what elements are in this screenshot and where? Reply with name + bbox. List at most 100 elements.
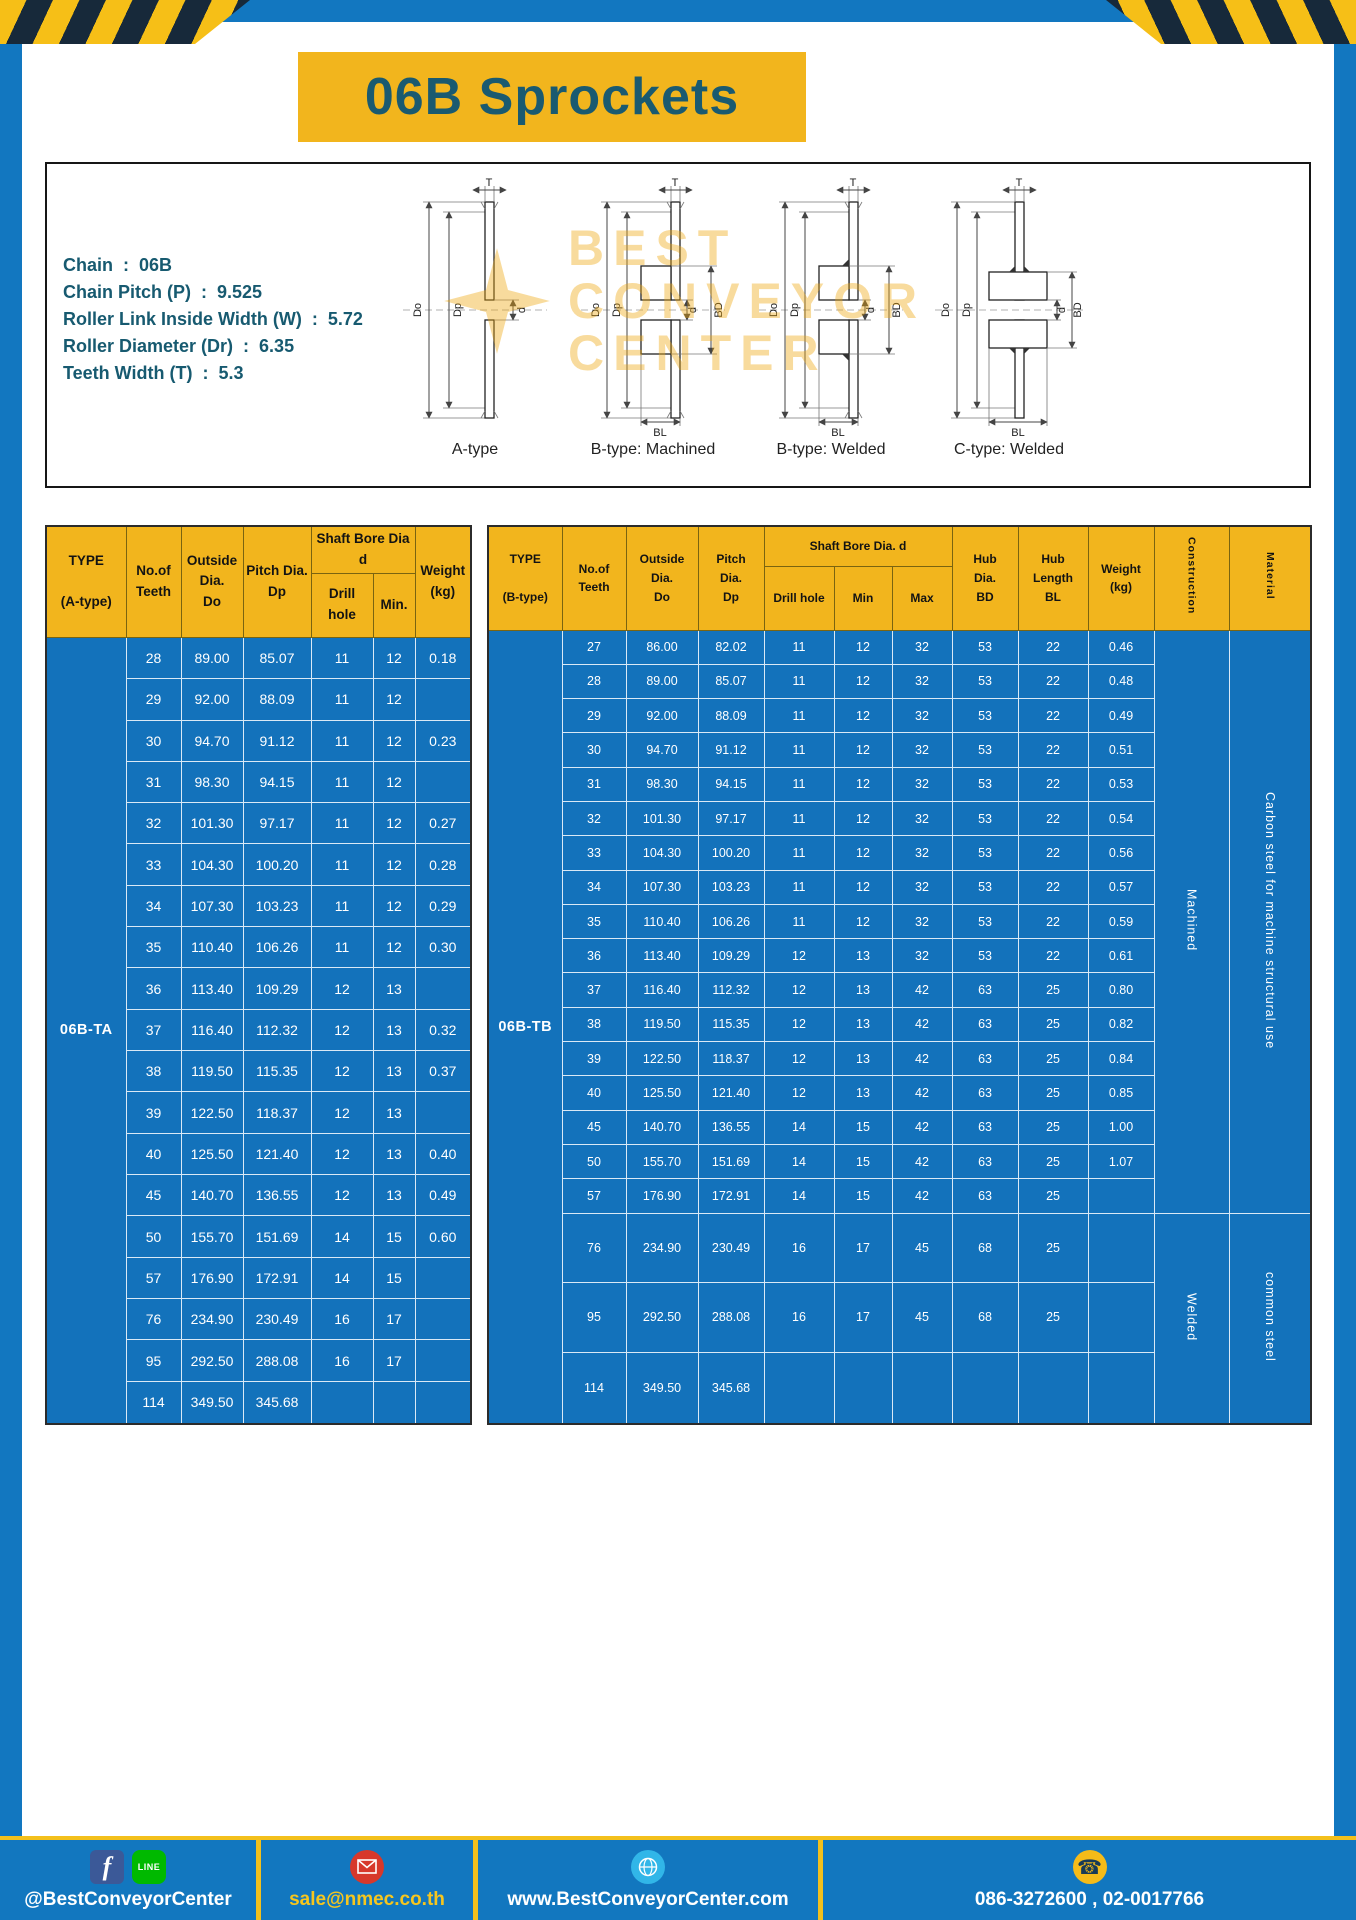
footer-social-section: f LINE @BestConveyorCenter [0,1840,256,1920]
table-cell: 68 [951,1212,1019,1284]
table-cell: 32 [125,802,182,845]
sprocket-table-b: TYPE (B-type) No.of Teeth Outside Dia. D… [487,525,1313,1425]
table-cell: 11 [763,732,835,768]
table-cell: 32 [561,800,627,837]
table-cell: 11 [310,884,374,928]
dim-label-do: Do [412,303,424,317]
table-cell: 122.50 [180,1091,244,1134]
table-cell: 12 [833,903,893,940]
table-cell: 13 [833,972,893,1008]
footer-social-handle: @BestConveyorCenter [24,1888,232,1910]
table-cell: 12 [833,800,893,837]
table-cell: 176.90 [180,1256,244,1300]
table-cell: 12 [372,843,416,886]
table-cell: 98.30 [625,766,699,802]
table-cell: 25 [1017,1006,1089,1043]
table-cell: 0.40 [414,1132,472,1176]
spec-roller-diameter: Roller Diameter (Dr) : 6.35 [63,336,295,356]
table-cell: 349.50 [180,1380,244,1425]
table-cell: 12 [310,1174,374,1217]
table-cell: 155.70 [180,1215,244,1258]
table-cell: 172.91 [697,1178,765,1214]
table-cell: 53 [951,938,1019,974]
sprocket-drawing-c-welded: Do Dp d [935,178,1084,439]
table-cell: 32 [891,663,953,700]
table-cell: 12 [833,698,893,734]
table-row: 39 122.50 118.37 12 13 [46,1091,472,1134]
table-cell: 50 [561,1143,627,1180]
table-cell: 140.70 [180,1174,244,1217]
material-cell: common steel [1228,1212,1312,1425]
chain-specs: Chain : 06B Chain Pitch (P) : 9.525 Roll… [63,252,363,387]
table-cell [1087,1351,1155,1425]
dim-label-bl: BL [653,427,666,439]
table-cell: 349.50 [625,1351,699,1425]
table-cell: 95 [561,1282,627,1353]
type-cell: 06B-TB [487,629,563,1425]
table-cell: 0.27 [414,802,472,845]
table-cell: 25 [1017,1109,1089,1145]
table-cell: 118.37 [697,1041,765,1077]
col-header-min: Min. [372,572,416,638]
table-cell: 39 [125,1091,182,1134]
table-cell: 82.02 [697,629,765,665]
table-cell: 0.30 [414,926,472,969]
table-cell [310,1380,374,1425]
table-cell: 11 [310,802,374,845]
table-cell: 12 [310,967,374,1010]
table-cell: 15 [833,1143,893,1180]
caption-b-type-welded: B-type: Welded [776,441,886,458]
table-cell: 13 [372,1008,416,1052]
caption-b-type-machined: B-type: Machined [590,441,716,458]
table-cell: 45 [891,1212,953,1284]
table-cell: 12 [372,802,416,845]
table-cell: 13 [372,1174,416,1217]
table-cell: 34 [125,884,182,928]
table-cell [414,678,472,721]
table-cell: 22 [1017,800,1089,837]
table-cell: 14 [310,1215,374,1258]
table-cell: 30 [125,719,182,762]
table-row: 29 92.00 88.09 11 12 [46,678,472,721]
table-cell: 53 [951,903,1019,940]
type-cell: 06B-TA [45,636,127,1425]
table-cell: 0.29 [414,884,472,928]
table-cell: 97.17 [697,800,765,837]
hazard-stripe-right [1106,0,1356,44]
table-cell: 32 [891,800,953,837]
table-row: 36 113.40 109.29 12 13 32 53 22 0.61 [488,938,1311,974]
col-header-shaft-bore-group: Shaft Bore Dia d [310,525,416,574]
hazard-stripe-left [0,0,250,44]
table-cell: 13 [833,1006,893,1043]
dim-label-t: T [1016,178,1023,189]
table-cell: 63 [951,1041,1019,1077]
table-cell: 0.49 [1087,698,1155,734]
table-cell: 288.08 [242,1339,312,1382]
col-header-type: TYPE (B-type) [487,525,563,631]
table-cell: 12 [372,719,416,762]
table-cell: 25 [1017,1212,1089,1284]
table-cell: 14 [763,1143,835,1180]
table-cell: 94.70 [180,719,244,762]
dim-label-bl: BL [831,427,844,439]
table-cell: 12 [763,938,835,974]
table-row: 114 349.50 345.68 [46,1380,472,1425]
table-cell: 11 [763,663,835,700]
table-cell: 38 [125,1050,182,1093]
table-cell: 11 [310,678,374,721]
table-cell: 16 [310,1298,374,1341]
table-cell: 112.32 [242,1008,312,1052]
table-cell: 12 [372,760,416,804]
table-cell: 88.09 [242,678,312,721]
table-row: 45 140.70 136.55 14 15 42 63 25 1.00 [488,1109,1311,1145]
table-cell: 12 [310,1132,374,1176]
table-cell: 53 [951,835,1019,871]
dim-label-do: Do [768,303,780,317]
table-cell: 63 [951,1075,1019,1111]
table-cell: 11 [310,636,374,680]
sprocket-drawing-b-machined: Do Dp d [581,178,725,439]
table-cell: 0.28 [414,843,472,886]
table-cell: 101.30 [180,802,244,845]
table-cell: 118.37 [242,1091,312,1134]
technical-drawings: Do Dp d [397,178,1087,459]
